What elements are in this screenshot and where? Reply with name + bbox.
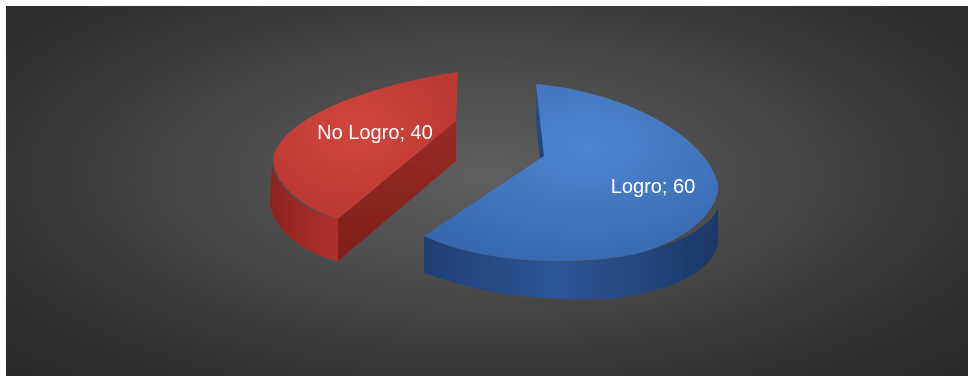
slice-top-logro bbox=[424, 84, 719, 262]
pie-slice-no-logro: No Logro; 40 bbox=[270, 72, 458, 261]
data-label-no-logro: No Logro; 40 bbox=[317, 122, 433, 144]
slice-side-no-logro bbox=[270, 164, 338, 261]
data-label-logro: Logro; 60 bbox=[611, 176, 696, 198]
pie-slice-logro: Logro; 60 bbox=[424, 84, 719, 300]
slice-side-logro bbox=[424, 204, 718, 300]
pie-chart: No Logro; 40 Logro; 60 bbox=[270, 72, 719, 300]
slice-top-no-logro bbox=[273, 72, 458, 219]
chart-area: No Logro; 40 Logro; 60 bbox=[6, 6, 968, 376]
slice-cut-face-no-logro bbox=[338, 121, 456, 261]
